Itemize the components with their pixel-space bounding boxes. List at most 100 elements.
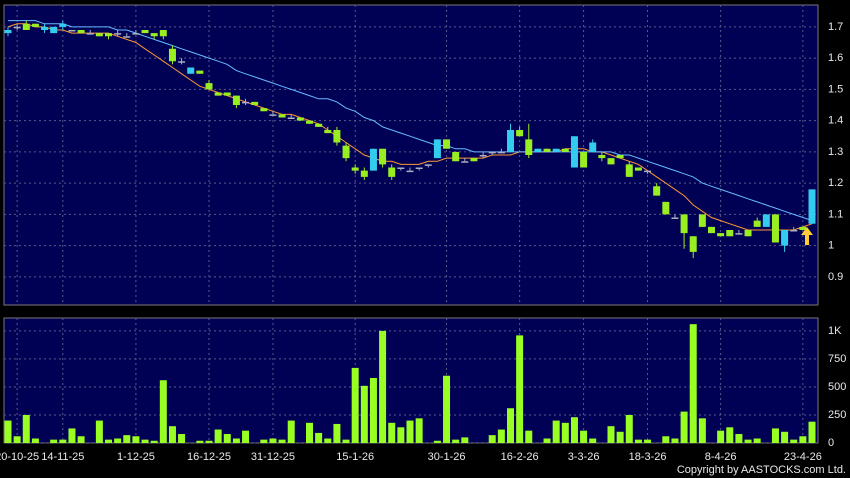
volume-bar (159, 380, 167, 443)
volume-bar (516, 335, 524, 443)
candle-body (808, 189, 816, 224)
volume-bar (507, 408, 514, 443)
candle-body (205, 83, 213, 90)
candle-body (781, 230, 789, 246)
candle-body (662, 201, 670, 215)
volume-bar (415, 418, 423, 443)
moving-average (8, 20, 813, 222)
volume-bar (214, 429, 222, 443)
volume-bar (324, 438, 332, 443)
candle-body (141, 30, 149, 34)
y-tick-label: 1.1 (828, 208, 843, 220)
y-tick-label: 1.4 (828, 115, 843, 127)
volume-bar (443, 375, 451, 443)
candle-body (95, 33, 103, 37)
candle-body (123, 36, 131, 38)
volume-bar (132, 436, 140, 443)
volume-bar (497, 429, 505, 443)
copyright: Copyright by AASTOCKS.com Ltd. (677, 464, 846, 476)
volume-bar (141, 439, 149, 443)
x-tick-label: 31-12-25 (251, 451, 295, 463)
candle-body (315, 123, 323, 127)
candle-body (698, 214, 706, 227)
candle-body (616, 155, 624, 159)
candle-body (689, 236, 697, 252)
candle-body (452, 151, 460, 162)
volume-tick-label: 0 (828, 437, 834, 449)
x-tick-label: 16-12-25 (187, 451, 231, 463)
volume-bar (625, 414, 633, 443)
y-tick-label: 1.2 (828, 177, 843, 189)
volume-bar (123, 435, 131, 443)
volume-bar (150, 440, 158, 443)
volume-bar (698, 418, 706, 443)
volume-bar (717, 430, 725, 443)
candle-body (771, 214, 779, 243)
candle-body (424, 164, 432, 166)
x-tick-label: 14-11-25 (41, 451, 84, 463)
volume-bar (406, 420, 414, 443)
candle-body (50, 26, 58, 34)
volume-bar (287, 420, 295, 443)
candle-body (13, 26, 21, 29)
volume-bar (644, 439, 652, 443)
y-tick-label: 1.3 (828, 146, 843, 158)
volume-tick-label: 750 (828, 353, 846, 365)
candle-body (790, 230, 798, 232)
candle-body (580, 151, 588, 168)
x-tick-label: 20-10-25 (0, 451, 39, 463)
volume-bar (808, 421, 816, 443)
volume-bar (333, 423, 341, 443)
candle-body (461, 161, 469, 163)
volume-bar (360, 385, 368, 443)
volume-bar (105, 439, 112, 443)
volume-bar (77, 436, 85, 443)
candle-body (41, 26, 49, 30)
candle-body (534, 148, 542, 152)
x-tick-label: 3-3-26 (568, 451, 600, 463)
x-tick-label: 18-3-26 (629, 451, 667, 463)
volume-bar (22, 414, 30, 443)
candle-body (223, 92, 231, 96)
x-tick-label: 16-2-26 (501, 451, 539, 463)
volume-bar (552, 420, 560, 443)
volume-bar (771, 428, 779, 443)
candle-body (735, 233, 743, 235)
candle-body (607, 158, 615, 165)
volume-bar (461, 437, 469, 443)
candle-body (342, 145, 350, 159)
candle-body (671, 217, 679, 219)
volume-bar (570, 417, 578, 443)
volume-bar (616, 431, 624, 443)
plot-layer: 0.9 1 1.1 1.2 1.3 1.4 1.5 1.6 1.7 0 250 500 750 1K 20-… (0, 5, 846, 463)
candle-body (269, 114, 277, 116)
volume-bar (543, 438, 551, 443)
volume-bar (790, 439, 798, 443)
volume-bar (607, 426, 615, 443)
candle-body (717, 233, 725, 237)
y-tick-label: 1.5 (828, 83, 843, 95)
candle-body (324, 130, 332, 134)
volume-bar (50, 439, 58, 443)
candle-body (260, 108, 268, 112)
candle-body (507, 130, 514, 152)
y-tick-label: 1 (828, 240, 834, 252)
candle-body (369, 148, 377, 171)
candle-body (406, 170, 414, 173)
candle-body (178, 61, 186, 63)
candle-body (561, 148, 569, 152)
candle-body (744, 230, 752, 237)
volume-bar (351, 367, 359, 443)
volume-bar (634, 439, 642, 443)
candle-body (59, 23, 67, 27)
candle-body (187, 67, 195, 74)
volume-bar (269, 438, 277, 443)
price-panel (3, 4, 819, 306)
volume-bar (580, 430, 588, 443)
volume-bar (114, 438, 122, 443)
candle-body (479, 155, 487, 157)
volume-bar (59, 439, 67, 443)
volume-bar (95, 420, 103, 443)
candle-body (634, 167, 642, 171)
